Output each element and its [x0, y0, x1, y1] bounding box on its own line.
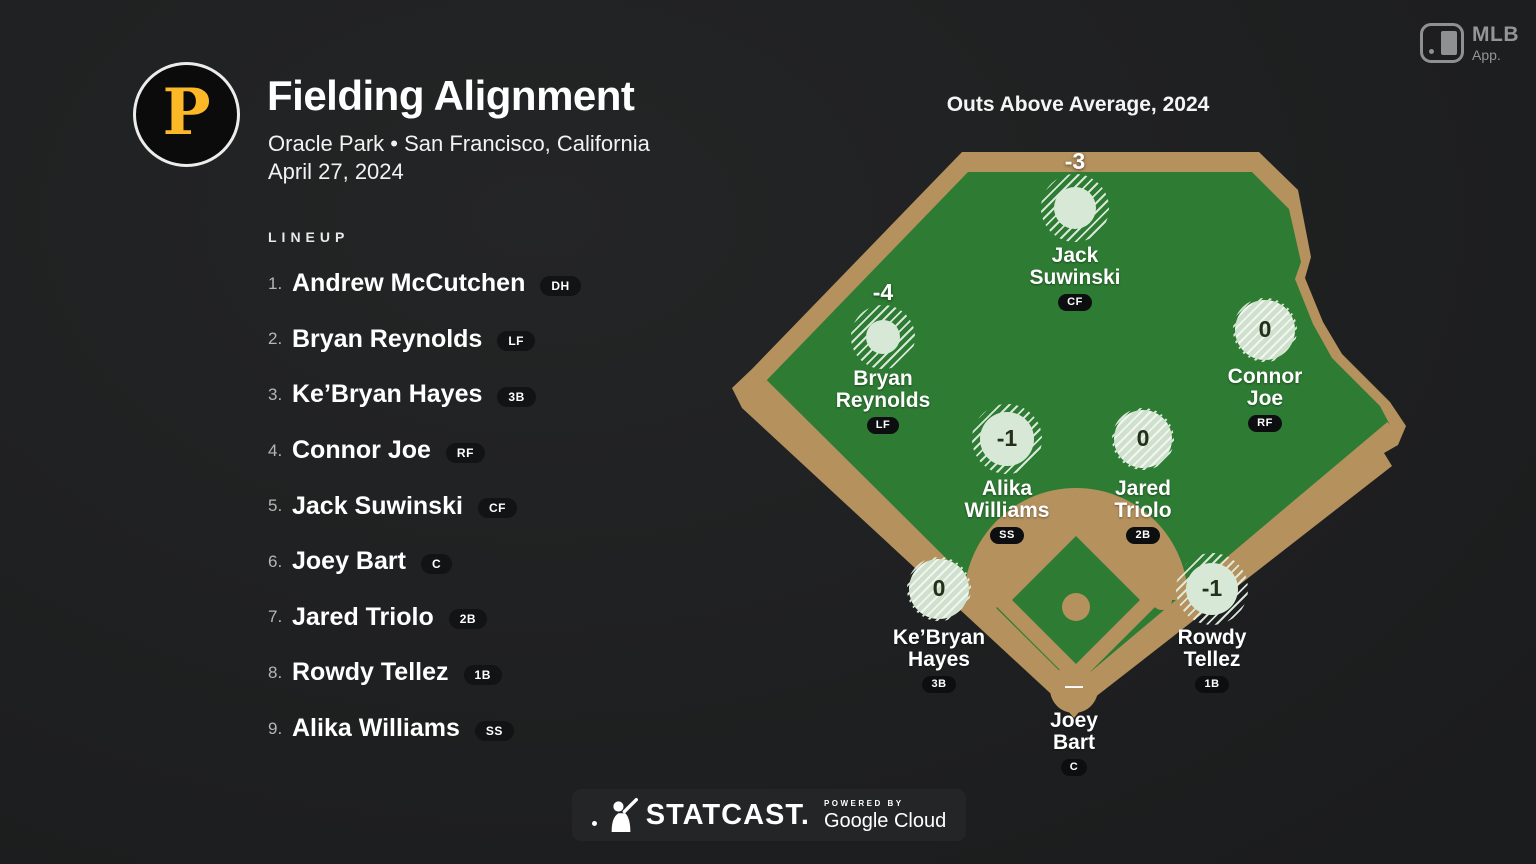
lineup-player-name: Jack Suwinski — [292, 491, 463, 520]
lineup-player-name: Andrew McCutchen — [292, 269, 526, 298]
lineup-order: 3. — [268, 384, 283, 404]
outfield-grass — [764, 172, 1390, 691]
fielder-name: Rowdy Tellez — [1177, 626, 1247, 671]
oaa-value: — — [1065, 676, 1083, 696]
position-badge: CF — [1058, 294, 1092, 311]
pitchers-mound — [1062, 593, 1090, 621]
venue-subtitle: Oracle Park • San Francisco, California — [268, 131, 650, 156]
mlb-app-subtext: App. — [1472, 47, 1501, 63]
fielder-marker — [1235, 300, 1295, 360]
position-badge: DH — [540, 275, 581, 296]
lineup-player-name: Connor Joe — [292, 436, 431, 465]
mlb-logo-icon — [1420, 23, 1464, 63]
position-badge: C — [420, 553, 453, 574]
lineup-order: 4. — [268, 440, 283, 460]
first-base — [1152, 590, 1172, 610]
lineup-player-name: Rowdy Tellez — [292, 658, 449, 687]
position-badge: CF — [477, 498, 517, 519]
lineup-row: 4. Connor Joe RF — [268, 423, 581, 479]
fielder-marker — [909, 559, 969, 619]
statcast-batter-icon — [611, 797, 638, 832]
right-foul-line — [1071, 421, 1393, 695]
lineup-player-name: Jared Triolo — [292, 602, 434, 631]
position-badge: SS — [990, 527, 1024, 544]
lineup-order: 6. — [268, 551, 283, 571]
fielder-marker — [866, 320, 900, 354]
lineup-row: 6. Joey Bart C — [268, 534, 581, 590]
position-badge: SS — [474, 720, 514, 741]
lineup-order: 8. — [268, 662, 283, 682]
lineup-order: 5. — [268, 496, 283, 516]
position-badge: RF — [445, 442, 485, 463]
date-subtitle: April 27, 2024 — [268, 159, 404, 184]
second-base — [1066, 504, 1086, 524]
fielder-name: Connor Joe — [1227, 365, 1303, 410]
statcast-wordmark: STATCAST. — [645, 798, 810, 831]
lineup-panel: LINEUP 1. Andrew McCutchen DH 2. Bryan Reyno… — [268, 229, 581, 756]
ballpark-diagram: -3 Jack Suwinski CF -4 Bryan Reynolds LF 0 Conn… — [730, 145, 1440, 805]
position-badge: 1B — [463, 664, 502, 685]
lineup-heading: LINEUP — [268, 229, 350, 245]
fielder-markers-layer: -3 Jack Suwinski CF -4 Bryan Reynolds LF 0 Conn… — [740, 145, 1440, 805]
lineup-row: 3. Ke’Bryan Hayes 3B — [268, 367, 581, 423]
oaa-value: 0 — [932, 575, 946, 601]
google-cloud-wordmark: Google Cloud — [823, 809, 947, 832]
statcast-dot — [591, 820, 597, 826]
fielder-name: Joey Bart — [1050, 709, 1098, 754]
lineup-row: 1. Andrew McCutchen DH — [268, 256, 581, 312]
statcast-banner: STATCAST. POWERED BY Google Cloud — [572, 789, 966, 841]
fielder-marker — [1186, 563, 1238, 615]
pirates-logo-letter: P — [162, 74, 211, 150]
position-badge: LF — [497, 331, 536, 352]
lineup-row: 5. Jack Suwinski CF — [268, 478, 581, 534]
position-badge: 1B — [1195, 676, 1229, 693]
lineup-row: 8. Rowdy Tellez 1B — [268, 645, 581, 701]
lineup-row: 7. Jared Triolo 2B — [268, 590, 581, 646]
page-title: Fielding Alignment — [267, 72, 635, 119]
lineup-list: 1. Andrew McCutchen DH 2. Bryan Reynolds LF 3.… — [268, 256, 581, 756]
lineup-player-name: Joey Bart — [292, 547, 406, 576]
position-badge: LF — [866, 417, 900, 434]
oaa-value: 0 — [1258, 316, 1272, 342]
lineup-row: 2. Bryan Reynolds LF — [268, 312, 581, 368]
mlb-app-text: MLB — [1472, 23, 1519, 46]
fielder-name: Bryan Reynolds — [835, 367, 931, 412]
left-foul-line — [761, 380, 1077, 694]
lineup-player-name: Ke’Bryan Hayes — [292, 380, 483, 409]
lineup-order: 9. — [268, 718, 283, 738]
position-badge: 3B — [497, 386, 536, 407]
oaa-value: 0 — [1136, 425, 1150, 451]
oaa-value: -1 — [1201, 575, 1223, 601]
lineup-row: 9. Alika Williams SS — [268, 701, 581, 757]
oaa-value: -4 — [872, 279, 894, 305]
fielder-marker — [980, 412, 1034, 466]
lineup-player-name: Alika Williams — [292, 714, 460, 743]
fielder-name: Ke’Bryan Hayes — [892, 626, 986, 671]
lineup-order: 1. — [268, 273, 283, 293]
fielder-name: Alika Williams — [964, 477, 1050, 522]
oaa-chart-title: Outs Above Average, 2024 — [946, 93, 1210, 116]
fielder-marker — [1114, 410, 1172, 468]
position-badge: RF — [1248, 415, 1282, 432]
position-badge: C — [1060, 759, 1088, 776]
position-badge: 3B — [922, 676, 956, 693]
lineup-order: 2. — [268, 329, 283, 349]
pirates-logo: P — [133, 62, 240, 167]
oaa-value: -1 — [996, 425, 1018, 451]
fielder-name: Jared Triolo — [1114, 477, 1172, 522]
home-plate-circle — [1050, 665, 1098, 713]
fielder-marker — [1054, 187, 1096, 229]
oaa-value: -3 — [1064, 148, 1086, 174]
mlb-app-logo: MLB App. — [1420, 23, 1519, 63]
fielder-name: Jack Suwinski — [1029, 244, 1121, 289]
position-badge: 2B — [448, 609, 488, 630]
third-base — [980, 590, 1000, 610]
lineup-order: 7. — [268, 607, 283, 627]
lineup-player-name: Bryan Reynolds — [292, 324, 483, 353]
powered-by-label: POWERED BY — [823, 798, 904, 808]
position-badge: 2B — [1126, 527, 1160, 544]
